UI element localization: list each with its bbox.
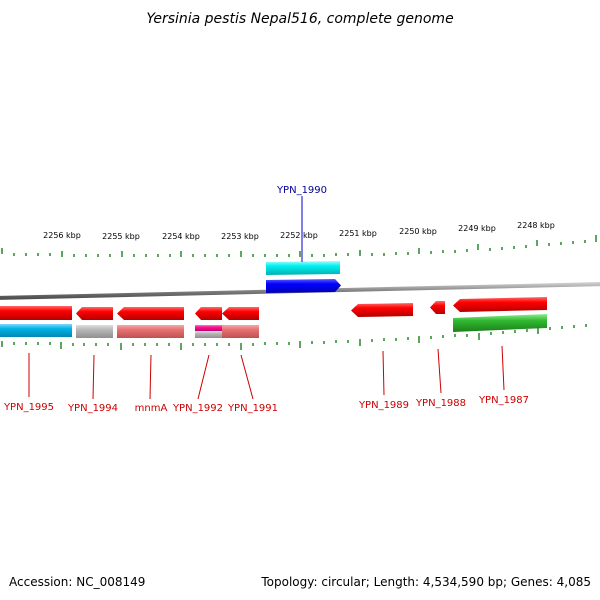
- leader-line: [240, 354, 254, 400]
- feature-bar-cyan: [0, 324, 72, 337]
- gene-labels: YPN_1990 YPN_1995 YPN_1994 mnmA YPN_1992…: [3, 185, 529, 414]
- feature-bar-magenta: [195, 325, 222, 331]
- tick-label: 2254 kbp: [162, 232, 200, 241]
- feature-bar-salmon: [222, 325, 259, 338]
- leader-line: [92, 354, 95, 400]
- gene-label-ypn-1994[interactable]: YPN_1994: [67, 403, 118, 414]
- inner-scale-ticks: [1, 324, 587, 350]
- leader-line: [382, 350, 385, 396]
- gene-label-ypn-1992[interactable]: YPN_1992: [172, 403, 223, 414]
- leader-line: [149, 354, 152, 400]
- tick-label: 2253 kbp: [221, 232, 259, 241]
- tick-label: 2252 kbp: [280, 231, 318, 240]
- map-title: Yersinia pestis Nepal516, complete genom…: [146, 11, 453, 27]
- gene-label-ypn-1988[interactable]: YPN_1988: [415, 398, 466, 409]
- tick-label: 2249 kbp: [458, 224, 496, 233]
- gene-feature-bar: [266, 261, 340, 275]
- topology-summary: Topology: circular; Length: 4,534,590 bp…: [260, 575, 591, 589]
- outer-scale-ticks: [1, 235, 597, 257]
- gene-label-mnma[interactable]: mnmA: [135, 403, 168, 414]
- feature-bar-salmon: [117, 325, 184, 338]
- feature-bar-grey: [76, 325, 113, 338]
- gene-label-ypn-1987[interactable]: YPN_1987: [478, 395, 529, 406]
- feature-bar-green: [453, 314, 547, 332]
- gene-arrow-ypn-1994[interactable]: [76, 307, 113, 320]
- leader-line: [197, 354, 210, 400]
- gene-arrow-mnma[interactable]: [117, 307, 184, 320]
- accession-text: Accession: NC_008149: [9, 575, 145, 589]
- tick-label: 2250 kbp: [399, 227, 437, 236]
- gene-label-ypn-1995[interactable]: YPN_1995: [3, 402, 54, 413]
- feature-bar-grey: [195, 331, 222, 338]
- gene-label-ypn-1990[interactable]: YPN_1990: [276, 185, 327, 196]
- tick-label: 2251 kbp: [339, 229, 377, 238]
- reverse-strand: [0, 297, 547, 320]
- gene-arrow-ypn-1990[interactable]: [266, 279, 341, 293]
- reverse-strand-features: [0, 314, 547, 338]
- gene-arrow-ypn-1991[interactable]: [222, 307, 259, 320]
- gene-arrow-ypn-1992[interactable]: [195, 307, 222, 320]
- gene-label-ypn-1991[interactable]: YPN_1991: [227, 403, 278, 414]
- gene-arrow-ypn-1995[interactable]: [0, 306, 72, 320]
- gene-arrow-ypn-1987[interactable]: [453, 297, 547, 312]
- gene-label-ypn-1989[interactable]: YPN_1989: [358, 400, 409, 411]
- leader-line: [501, 345, 505, 391]
- tick-label: 2248 kbp: [517, 221, 555, 230]
- tick-label: 2255 kbp: [102, 232, 140, 241]
- forward-strand: [266, 261, 341, 293]
- leader-line: [437, 348, 442, 394]
- scale-tick-labels: 2256 kbp 2255 kbp 2254 kbp 2253 kbp 2252…: [43, 221, 555, 241]
- tick-label: 2256 kbp: [43, 231, 81, 240]
- gene-arrow-ypn-1989[interactable]: [351, 303, 413, 317]
- gene-arrow-ypn-1988[interactable]: [430, 301, 445, 314]
